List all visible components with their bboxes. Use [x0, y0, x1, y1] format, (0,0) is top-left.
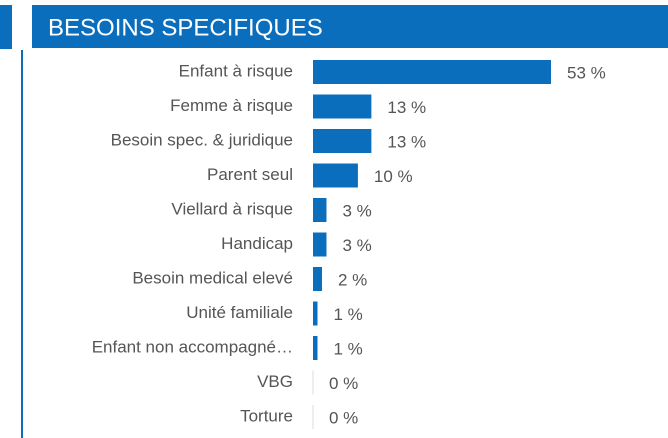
value-label: 0 % [329, 408, 358, 427]
bar [313, 129, 372, 153]
value-label: 53 % [567, 63, 606, 82]
value-label: 2 % [338, 270, 367, 289]
bar [313, 163, 358, 188]
category-label: Parent seul [207, 165, 293, 184]
category-label: Handicap [221, 234, 293, 253]
category-label: Besoin medical elevé [132, 268, 293, 287]
value-label: 13 % [387, 132, 426, 151]
bar [313, 232, 327, 257]
value-label: 0 % [329, 374, 358, 393]
category-label: Enfant à risque [179, 61, 293, 80]
chart-title: BESOINS SPECIFIQUES [48, 14, 323, 41]
category-label: Unité familiale [186, 303, 293, 322]
value-label: 3 % [342, 201, 371, 220]
category-label: Femme à risque [170, 96, 293, 115]
value-label: 1 % [333, 339, 362, 358]
category-label: Viellard à risque [171, 199, 293, 218]
value-label: 13 % [387, 98, 426, 117]
header-bar [32, 5, 668, 48]
bar [313, 336, 318, 360]
value-label: 1 % [333, 305, 362, 324]
category-label: Enfant non accompagné… [92, 337, 293, 356]
bar [313, 198, 327, 222]
bar [313, 60, 551, 84]
side-tab [0, 5, 12, 49]
category-label: Besoin spec. & juridique [111, 130, 293, 149]
bar [313, 301, 318, 326]
category-label: Torture [240, 406, 293, 425]
value-label: 3 % [342, 236, 371, 255]
category-label: VBG [257, 372, 293, 391]
bar [313, 94, 372, 119]
bar [313, 267, 322, 291]
value-label: 10 % [374, 167, 413, 186]
